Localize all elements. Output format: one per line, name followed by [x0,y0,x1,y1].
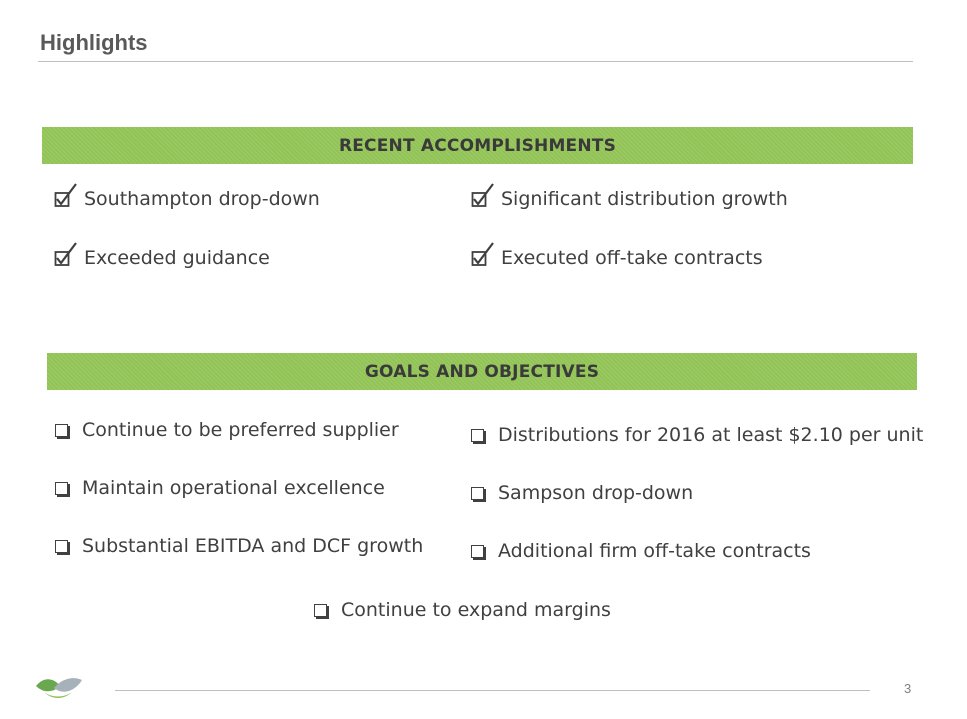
goal-label: Additional firm off-take contracts [498,540,811,562]
page-number: 3 [904,681,912,696]
empty-box-icon [55,423,68,437]
checked-box-icon [54,183,77,209]
goal-item: Continue to be preferred supplier [55,419,399,441]
goal-item: Sampson drop-down [471,482,693,504]
empty-box-icon [55,481,68,495]
empty-box-icon [471,486,484,500]
empty-box-icon [314,603,327,617]
accomplishments-heading: RECENT ACCOMPLISHMENTS [42,127,913,164]
goal-item: Substantial EBITDA and DCF growth [55,535,423,557]
goal-label: Continue to be preferred supplier [82,419,399,441]
checked-box-icon [471,183,494,209]
accomplishment-item: Southampton drop-down [54,183,320,210]
footer-divider [115,690,870,691]
empty-box-icon [471,428,484,442]
company-logo-icon [36,678,82,698]
goal-label: Continue to expand margins [341,599,611,621]
accomplishment-item: Significant distribution growth [471,183,788,210]
goal-item: Additional firm off-take contracts [471,540,811,562]
goal-label: Maintain operational excellence [82,477,385,499]
accomplishment-label: Exceeded guidance [84,247,270,269]
checked-box-icon [54,242,77,268]
empty-box-icon [55,539,68,553]
accomplishment-label: Significant distribution growth [501,188,788,210]
goal-label: Substantial EBITDA and DCF growth [82,535,424,557]
goal-label: Distributions for 2016 at least $2.10 pe… [498,424,924,446]
checked-box-icon [471,242,494,268]
accomplishment-item: Exceeded guidance [54,242,270,269]
accomplishment-label: Executed off-take contracts [501,247,763,269]
goal-label: Sampson drop-down [498,482,694,504]
empty-box-icon [471,544,484,558]
goal-item: Maintain operational excellence [55,477,385,499]
goals-heading: GOALS AND OBJECTIVES [47,353,917,390]
page-title: Highlights [40,30,148,55]
title-divider [38,61,913,62]
goal-item: Continue to expand margins [314,599,611,621]
goal-item: Distributions for 2016 at least $2.10 pe… [471,424,923,446]
accomplishment-label: Southampton drop-down [84,188,320,210]
accomplishment-item: Executed off-take contracts [471,242,763,269]
